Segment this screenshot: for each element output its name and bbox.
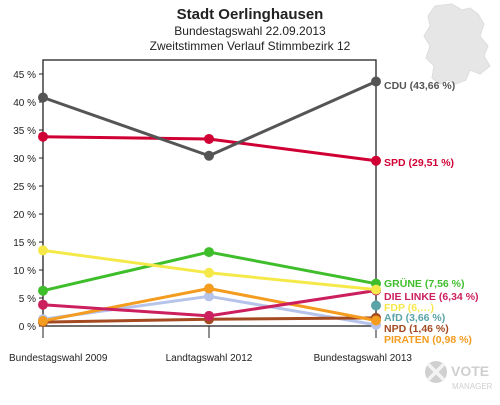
data-point-fdp (38, 245, 48, 256)
y-tick-label: 15 % (13, 238, 36, 249)
data-point-sonstige (204, 291, 214, 302)
data-point-piraten (38, 315, 48, 326)
x-tick-label: Bundestagswahl 2009 (9, 353, 108, 364)
data-point-fdp (204, 267, 214, 278)
data-point-afd (371, 300, 381, 311)
series-label-die-linke: DIE LINKE (6,34 %) (384, 291, 479, 303)
y-tick-label: 30 % (13, 154, 36, 165)
data-point-die-linke (38, 299, 48, 310)
chart-title: Stadt Oerlinghausen (177, 6, 324, 23)
data-point-spd (38, 131, 48, 142)
series-label-afd: AfD (3,66 %) (384, 312, 445, 324)
series-label-npd: NPD (1,46 %) (384, 323, 449, 335)
data-point-fdp (371, 284, 381, 295)
chart-subtitle-1: Bundestagswahl 22.09.2013 (174, 24, 326, 38)
data-point-piraten (204, 283, 214, 294)
series-label-spd: SPD (29,51 %) (384, 157, 454, 169)
data-point-cdu (204, 150, 214, 161)
data-point-piraten (371, 315, 381, 326)
plot-area-frame (42, 59, 377, 327)
data-point-spd (204, 133, 214, 144)
data-point-cdu (38, 92, 48, 103)
series-label-piraten: PIRATEN (0,98 %) (384, 334, 472, 346)
x-axis: Bundestagswahl 2009 Landtagswahl 2012 Bund… (9, 326, 412, 364)
data-point-die-linke (204, 310, 214, 321)
y-tick-label: 10 % (13, 266, 36, 277)
y-tick-label: 25 % (13, 182, 36, 193)
series-label-cdu: CDU (43,66 %) (384, 80, 455, 92)
logo-line-2: MANAGER (452, 382, 493, 391)
data-point-spd (371, 155, 381, 166)
y-tick-label: 20 % (13, 210, 36, 221)
x-tick-label: Bundestagswahl 2013 (314, 353, 413, 364)
chart-subtitle-2: Zweitstimmen Verlauf Stimmbezirk 12 (150, 39, 351, 53)
vote-manager-x-icon (425, 361, 447, 383)
y-axis: 0 % 5 % 10 % 15 % 20 % 25 % 30 % 35 % 40 % 45 % (13, 70, 43, 333)
series-label-grüne: GRÜNE (7,56 %) (384, 277, 465, 290)
vote-manager-logo: VOTE MANAGER (425, 361, 493, 391)
logo-line-1: VOTE (451, 363, 489, 379)
y-tick-label: 0 % (19, 322, 36, 333)
data-point-grüne (204, 247, 214, 258)
series-labels: CDU (43,66 %) SPD (29,51 %) FDP (6,…) GRÜNE… (384, 80, 479, 346)
y-tick-label: 5 % (19, 294, 36, 305)
data-point-grüne (38, 285, 48, 296)
series-label-fdp: FDP (6,…) (384, 302, 434, 314)
y-tick-label: 35 % (13, 126, 36, 137)
x-tick-label: Landtagswahl 2012 (166, 353, 253, 364)
y-tick-label: 40 % (13, 98, 36, 109)
y-tick-label: 45 % (13, 70, 36, 81)
germany-map-icon (423, 3, 491, 85)
series-points (38, 76, 381, 330)
data-point-cdu (371, 76, 381, 87)
